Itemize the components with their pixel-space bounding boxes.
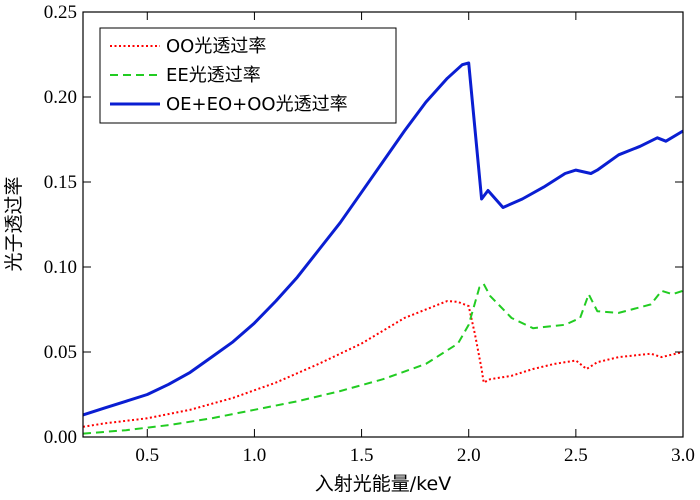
x-tick-label: 3.0 <box>671 445 695 466</box>
x-axis-title: 入射光能量/keV <box>315 473 451 495</box>
series-line-total <box>82 61 684 417</box>
y-tick-label: 0.25 <box>44 2 77 23</box>
ticks-layer: 0.5 1.0 1.5 2.0 2.5 3.0 0.00 0.05 0.10 0.15 0.20 0.… <box>44 2 695 466</box>
x-tick-label: 2.5 <box>564 445 588 466</box>
plot-frame <box>82 11 684 438</box>
legend-label-total: OE+EO+OO光透过率 <box>166 94 348 115</box>
series-layer <box>82 61 684 435</box>
y-axis-title: 光子透过率 <box>3 176 25 271</box>
y-tick-label: 0.15 <box>44 172 77 193</box>
y-tick-label: 0.10 <box>44 257 77 278</box>
legend-label-ee: EE光透过率 <box>166 65 261 86</box>
x-tick-label: 0.5 <box>135 445 159 466</box>
x-tick-label: 1.0 <box>243 445 267 466</box>
y-tick-label: 0.00 <box>44 427 77 448</box>
x-tick-label: 1.5 <box>350 445 374 466</box>
series-line-ee <box>82 283 684 435</box>
series-line-oo <box>82 300 684 428</box>
x-tick-label: 2.0 <box>457 445 481 466</box>
legend: OO光透过率 EE光透过率 OE+EO+OO光透过率 <box>99 27 397 124</box>
y-tick-label: 0.20 <box>44 87 77 108</box>
legend-label-oo: OO光透过率 <box>166 36 266 57</box>
y-tick-label: 0.05 <box>44 342 77 363</box>
